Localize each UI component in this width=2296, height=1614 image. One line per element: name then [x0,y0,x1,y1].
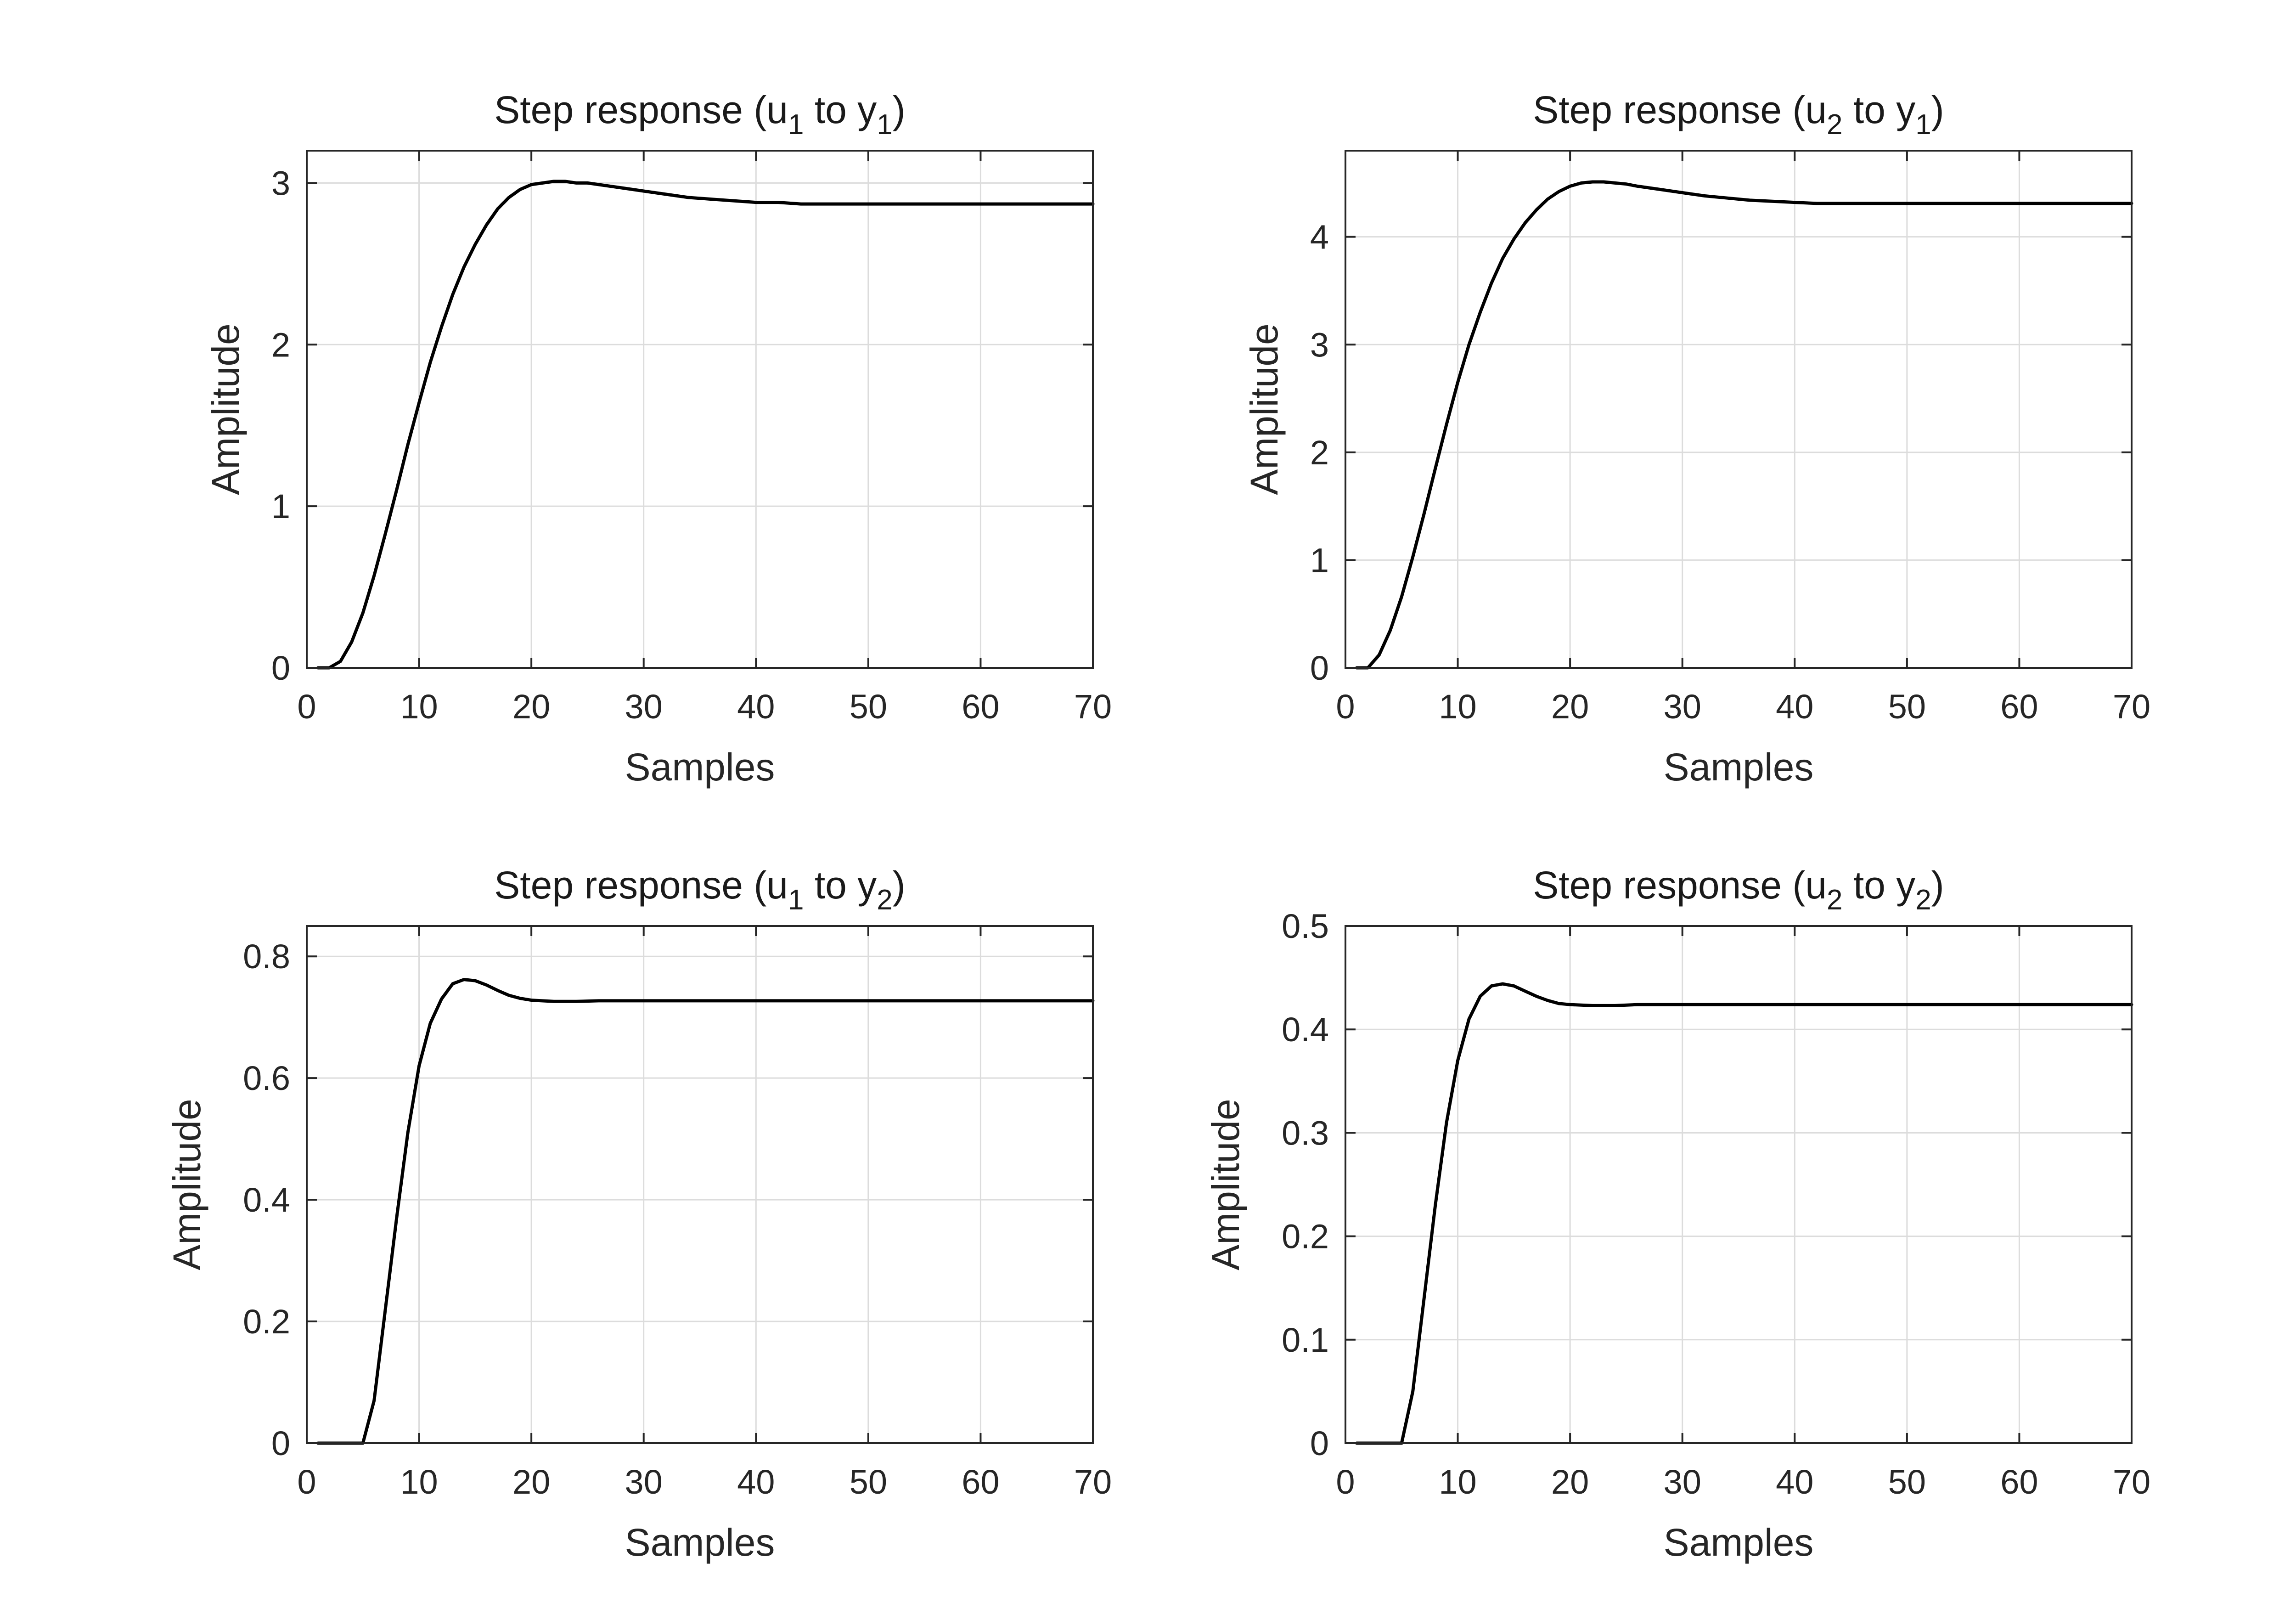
step-response-line [316,978,1095,1445]
subplot-title: Step response (u2 to y1) [1533,88,1944,141]
x-tick-label: 10 [400,1463,438,1501]
title-segment: 2 [1827,884,1842,916]
x-tick-label: 60 [2000,688,2038,726]
x-tick-label: 60 [962,1463,999,1501]
y-tick-label: 0 [1310,649,1329,687]
y-tick-label: 0.4 [243,1181,290,1219]
axes-box [306,925,1094,1444]
x-tick-label: 70 [1074,688,1112,726]
x-tick-label: 20 [512,1463,550,1501]
title-segment: Step response (u [494,88,788,131]
y-axis-label: Amplitude [1204,1099,1247,1270]
y-tick-label: 3 [271,164,290,202]
y-tick-label: 0 [1310,1424,1329,1462]
x-tick-label: 0 [1336,1463,1355,1501]
axes-box [1345,925,2133,1444]
step-response-line [316,180,1095,670]
y-tick-label: 0.5 [1282,907,1329,945]
title-segment: Step response (u [494,863,788,907]
y-tick-label: 1 [271,487,290,525]
subplot-1: 0 10 20 30 40 50 60 70 0 1 2 3 Samples Amplitude Step … [204,88,1112,789]
title-segment: 2 [1915,884,1931,916]
x-tick-label: 20 [512,688,550,726]
subplot-3: 0 10 20 30 40 50 60 70 0 0.2 0.4 0.6 0.8 Samples Ampli… [165,863,1112,1564]
title-segment: Step response (u [1533,88,1827,131]
subplot-title: Step response (u2 to y2) [1533,863,1944,916]
x-tick-label: 40 [1776,1463,1813,1501]
x-tick-label: 60 [962,688,999,726]
y-axis-label: Amplitude [165,1099,208,1270]
x-tick-label: 50 [1888,1463,1926,1501]
step-response-line [1355,982,2133,1445]
x-tick-label: 20 [1551,1463,1589,1501]
x-axis-label: Samples [1664,745,1814,789]
x-tick-label: 70 [2113,688,2150,726]
title-segment: to y [1843,88,1916,131]
x-tick-label: 70 [2113,1463,2150,1501]
y-tick-label: 2 [1310,434,1329,472]
y-tick-label: 0.3 [1282,1114,1329,1152]
y-tick-label: 0 [271,649,290,687]
x-tick-label: 50 [850,688,887,726]
x-tick-label: 10 [1439,1463,1476,1501]
y-axis-label: Amplitude [204,323,247,495]
subplot-title: Step response (u1 to y2) [494,863,905,916]
title-segment: to y [804,88,877,131]
x-tick-label: 30 [1664,688,1701,726]
x-tick-label: 20 [1551,688,1589,726]
title-segment: ) [1931,863,1944,907]
x-tick-label: 60 [2000,1463,2038,1501]
subplot-title: Step response (u1 to y1) [494,88,905,141]
y-tick-label: 0.2 [243,1303,290,1341]
y-tick-label: 0.2 [1282,1218,1329,1256]
title-segment: 1 [877,109,892,141]
y-tick-label: 3 [1310,326,1329,364]
title-segment: 1 [1915,109,1931,141]
title-segment: 2 [1827,109,1842,141]
title-segment: ) [893,88,906,131]
x-axis-label: Samples [1664,1521,1814,1564]
x-axis-label: Samples [625,1521,775,1564]
x-tick-label: 10 [1439,688,1476,726]
title-segment: to y [1843,863,1916,907]
subplot-2: 0 10 20 30 40 50 60 70 0 1 2 3 4 Samples Amplitude Step… [1243,88,2150,789]
x-tick-label: 30 [1664,1463,1701,1501]
axes-box [306,150,1094,669]
x-tick-label: 30 [625,1463,663,1501]
x-axis-label: Samples [625,745,775,789]
y-tick-label: 0 [271,1424,290,1462]
y-axis-label: Amplitude [1243,323,1286,495]
title-segment: ) [893,863,906,907]
title-segment: ) [1931,88,1944,131]
y-tick-label: 0.4 [1282,1010,1329,1049]
title-segment: 2 [877,884,892,916]
y-tick-label: 0.6 [243,1059,290,1097]
x-tick-label: 70 [1074,1463,1112,1501]
subplot-4: 0 10 20 30 40 50 60 70 0 0.1 0.2 0.3 0.4 0.5 Samples Am… [1204,863,2150,1564]
x-tick-label: 40 [1776,688,1813,726]
x-tick-label: 50 [850,1463,887,1501]
x-tick-label: 0 [297,1463,316,1501]
y-tick-label: 0.8 [243,937,290,976]
title-segment: 1 [788,109,804,141]
x-tick-label: 40 [737,688,775,726]
title-segment: to y [804,863,877,907]
axes-box [1345,150,2133,669]
x-tick-label: 50 [1888,688,1926,726]
x-tick-label: 30 [625,688,663,726]
y-tick-label: 4 [1310,218,1329,256]
x-tick-label: 0 [1336,688,1355,726]
title-segment: Step response (u [1533,863,1827,907]
y-tick-label: 2 [271,326,290,364]
y-tick-label: 1 [1310,541,1329,579]
x-tick-label: 40 [737,1463,775,1501]
x-tick-label: 10 [400,688,438,726]
y-tick-label: 0.1 [1282,1321,1329,1359]
step-response-line [1355,180,2133,670]
x-tick-label: 0 [297,688,316,726]
title-segment: 1 [788,884,804,916]
